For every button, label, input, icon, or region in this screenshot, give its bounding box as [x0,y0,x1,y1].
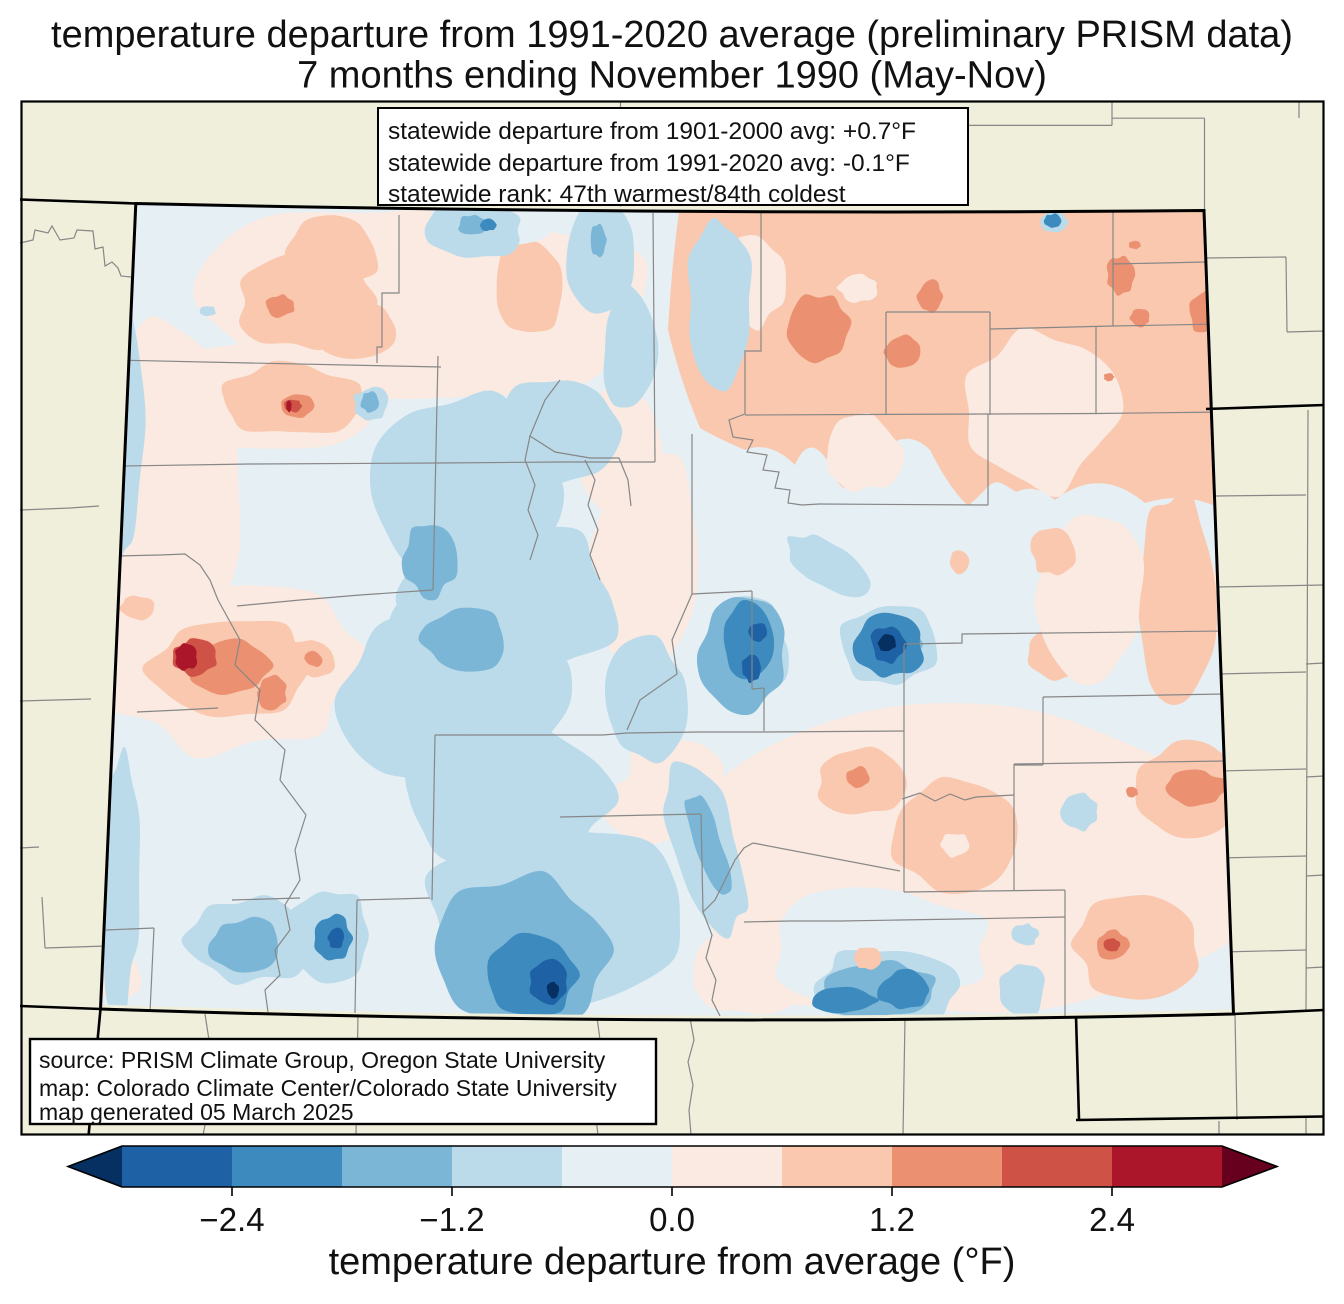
svg-text:source: PRISM Climate Group, O: source: PRISM Climate Group, Oregon Stat… [39,1047,606,1073]
svg-text:7 months ending November 1990: 7 months ending November 1990 (May-Nov) [297,55,1047,97]
svg-text:0.0: 0.0 [649,1201,695,1238]
svg-text:map generated 05 March 2025: map generated 05 March 2025 [39,1099,354,1125]
svg-text:1.2: 1.2 [869,1201,915,1238]
svg-text:−2.4: −2.4 [199,1201,264,1238]
svg-text:statewide rank: 47th warmest/8: statewide rank: 47th warmest/84th coldes… [388,181,846,208]
svg-text:2.4: 2.4 [1089,1201,1135,1238]
svg-text:−1.2: −1.2 [419,1201,484,1238]
svg-text:statewide departure from 1901-: statewide departure from 1901-2000 avg: … [388,118,916,145]
svg-text:statewide departure from 1991-: statewide departure from 1991-2020 avg: … [388,150,910,177]
svg-text:temperature departure from 199: temperature departure from 1991-2020 ave… [51,14,1293,56]
svg-text:map: Colorado Climate Center/C: map: Colorado Climate Center/Colorado St… [39,1075,617,1101]
svg-text:temperature departure from ave: temperature departure from average (°F) [329,1241,1016,1283]
